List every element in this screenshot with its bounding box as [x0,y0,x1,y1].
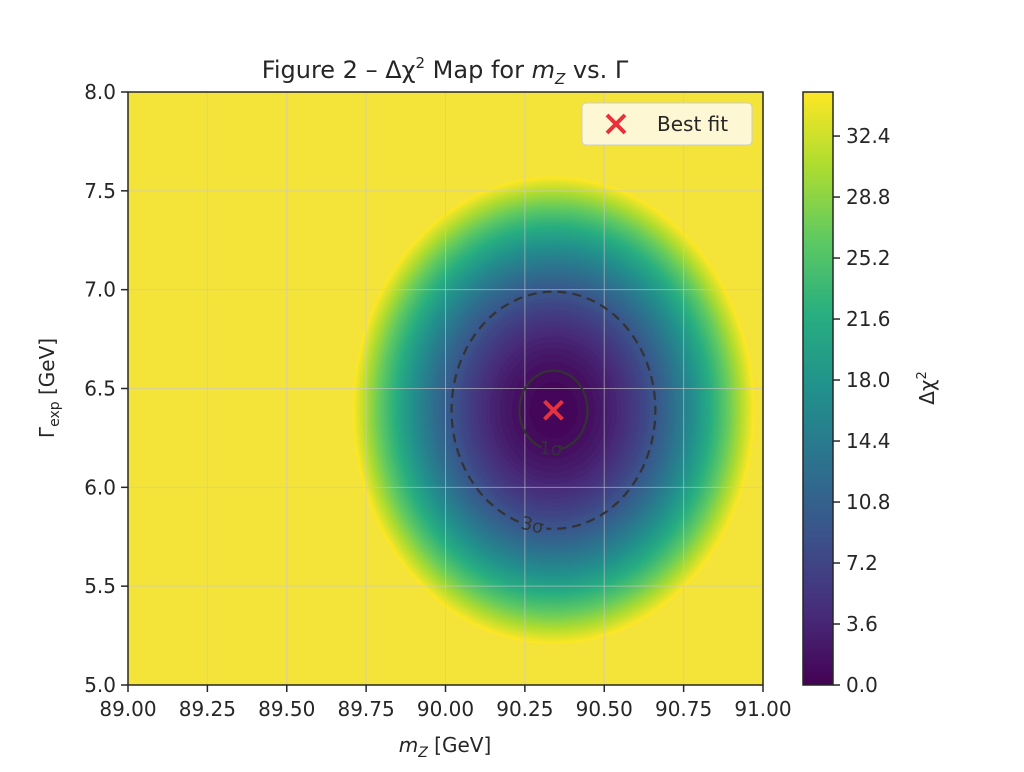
y-axis-ticks: 5.0 5.5 6.0 6.5 7.0 7.5 8.0 [84,80,128,697]
y-tick-label: 5.0 [84,673,116,697]
colorbar-label: Δχ2 [915,371,939,405]
colorbar-tick-label: 14.4 [846,429,891,453]
x-tick-label: 89.75 [337,697,394,721]
legend: Best fit [581,102,753,146]
chart-title: Figure 2 – Δχ2 Map for mZ vs. Γ [262,54,629,88]
y-tick-label: 7.5 [84,179,116,203]
legend-marker-icon [605,113,627,135]
colorbar-tick-label: 32.4 [846,124,891,148]
contour-3sigma [450,290,657,530]
x-tick-label: 89.50 [258,697,315,721]
contour-1sigma [518,369,589,451]
contour-label-1sigma: 1σ [539,438,564,461]
y-tick-label: 6.5 [84,377,116,401]
x-tick-label: 90.75 [655,697,712,721]
y-tick-label: 5.5 [84,574,116,598]
x-tick-label: 89.25 [179,697,236,721]
colorbar-tick-label: 10.8 [846,490,891,514]
colorbar: 0.0 3.6 7.2 10.8 14.4 18.0 21.6 25.2 28.8 32.4 Δχ… [802,91,939,697]
y-tick-label: 8.0 [84,80,116,104]
y-axis-label: Γexp [GeV] [35,338,63,438]
x-tick-label: 90.25 [496,697,553,721]
x-axis-label: mZ [GeV] [399,733,492,761]
x-tick-label: 91.00 [734,697,791,721]
colorbar-tick-label: 21.6 [846,307,891,331]
x-axis-ticks: 89.00 89.25 89.50 89.75 90.00 90.25 90.50 90.75… [99,685,792,721]
colorbar-ticks: 0.0 3.6 7.2 10.8 14.4 18.0 21.6 25.2 28.8 32.4 [833,124,891,697]
legend-box [581,102,753,146]
colorbar-tick-label: 3.6 [846,612,878,636]
best-fit-marker [543,399,564,421]
legend-label: Best fit [657,112,728,136]
colorbar-tick-label: 7.2 [846,551,878,575]
colorbar-frame [802,91,834,686]
colorbar-tick-label: 0.0 [846,673,878,697]
colorbar-tick-label: 18.0 [846,368,891,392]
best-fit-layer [543,399,564,421]
y-tick-label: 6.0 [84,475,116,499]
colorbar-tick-label: 28.8 [846,185,891,209]
x-tick-label: 89.00 [99,697,156,721]
y-tick-label: 7.0 [84,278,116,302]
colorbar-tick-label: 25.2 [846,246,891,270]
colorbar-gradient [803,92,833,685]
x-tick-label: 90.50 [576,697,633,721]
x-tick-label: 90.00 [417,697,474,721]
